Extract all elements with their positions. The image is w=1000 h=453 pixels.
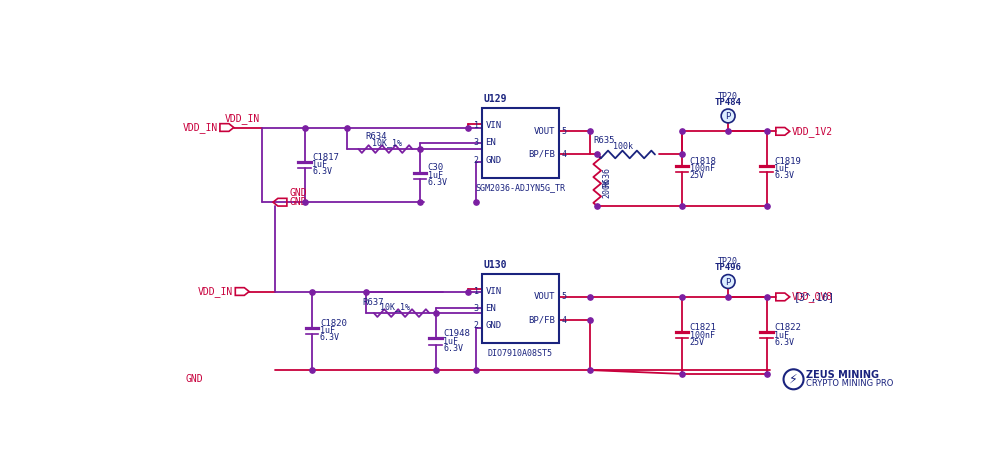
Text: P: P [725, 112, 731, 121]
Text: 1uF: 1uF [320, 326, 335, 335]
Text: R637: R637 [362, 298, 384, 307]
Text: 100nF: 100nF [690, 164, 715, 173]
Text: TP484: TP484 [715, 98, 742, 107]
Text: 1uF: 1uF [774, 331, 789, 340]
Text: BP/FB: BP/FB [528, 150, 555, 159]
Text: 200K: 200K [603, 178, 612, 198]
Text: BP/FB: BP/FB [528, 315, 555, 324]
Text: C1819: C1819 [774, 156, 801, 165]
Text: VOUT: VOUT [533, 292, 555, 301]
Text: 3: 3 [474, 304, 479, 313]
Text: 1uF: 1uF [443, 337, 458, 346]
Text: EN: EN [486, 139, 496, 147]
Text: 2: 2 [474, 321, 479, 330]
Text: TP20: TP20 [718, 257, 738, 266]
Circle shape [721, 109, 735, 123]
Text: CRYPTO MINING PRO: CRYPTO MINING PRO [806, 380, 893, 388]
Text: R636: R636 [603, 167, 612, 187]
Text: TP496: TP496 [715, 263, 742, 272]
Text: VIN: VIN [486, 121, 502, 130]
Text: 6.3V: 6.3V [774, 171, 794, 180]
Text: 4: 4 [562, 150, 567, 159]
Text: VOUT: VOUT [533, 127, 555, 136]
Text: 3: 3 [474, 139, 479, 147]
Bar [482, 274, 559, 343]
Text: 5: 5 [562, 127, 567, 136]
Text: 1: 1 [474, 287, 479, 296]
Text: [3^,10]: [3^,10] [794, 292, 835, 302]
Text: 25V: 25V [690, 171, 705, 180]
Text: R634: R634 [365, 132, 387, 141]
Text: GND: GND [185, 374, 203, 384]
Text: 10K_1%: 10K_1% [372, 138, 402, 147]
Text: TP20: TP20 [718, 92, 738, 101]
Text: C1818: C1818 [690, 156, 716, 165]
Text: GND: GND [290, 188, 308, 198]
Text: C30: C30 [428, 164, 444, 173]
Text: 1uF: 1uF [428, 171, 443, 180]
Text: 25V: 25V [690, 338, 705, 347]
Text: 1uF: 1uF [774, 164, 789, 173]
Text: 6.3V: 6.3V [443, 344, 463, 353]
Text: 5: 5 [562, 292, 567, 301]
Text: VDD_IN: VDD_IN [182, 122, 218, 133]
Text: 10K_1%: 10K_1% [380, 303, 410, 312]
Text: GND: GND [486, 156, 502, 165]
Circle shape [721, 275, 735, 289]
Text: 1uF: 1uF [312, 160, 327, 169]
Text: R635: R635 [593, 136, 615, 145]
Text: C1817: C1817 [312, 153, 339, 162]
Text: VDD_IN: VDD_IN [225, 113, 260, 124]
Text: 6.3V: 6.3V [312, 167, 332, 176]
Text: U130: U130 [483, 260, 507, 270]
Text: GND: GND [289, 197, 307, 207]
Text: 6.3V: 6.3V [774, 338, 794, 347]
Text: 2: 2 [474, 156, 479, 165]
Text: C1821: C1821 [690, 323, 716, 332]
Text: U129: U129 [483, 94, 507, 104]
Text: GND: GND [486, 321, 502, 330]
Text: ⚡: ⚡ [789, 373, 798, 386]
Text: EN: EN [486, 304, 496, 313]
Text: 1: 1 [474, 121, 479, 130]
Text: 6.3V: 6.3V [320, 333, 340, 342]
Text: 100nF: 100nF [690, 331, 715, 340]
Text: SGM2036-ADJYN5G_TR: SGM2036-ADJYN5G_TR [475, 183, 565, 192]
Text: C1822: C1822 [774, 323, 801, 332]
Text: P: P [725, 278, 731, 287]
Text: 4: 4 [562, 315, 567, 324]
Text: C1820: C1820 [320, 318, 347, 328]
Text: VDD_IN: VDD_IN [198, 286, 233, 297]
Text: VDD_0V8: VDD_0V8 [792, 291, 833, 302]
Text: ZEUS MINING: ZEUS MINING [806, 371, 879, 381]
Text: VIN: VIN [486, 287, 502, 296]
Text: VDD_1V2: VDD_1V2 [792, 126, 833, 137]
Text: 100k: 100k [613, 142, 633, 150]
Text: C1948: C1948 [443, 329, 470, 338]
Text: DIO7910A08ST5: DIO7910A08ST5 [488, 348, 553, 357]
Bar [482, 108, 559, 178]
Text: 6.3V: 6.3V [428, 178, 448, 187]
